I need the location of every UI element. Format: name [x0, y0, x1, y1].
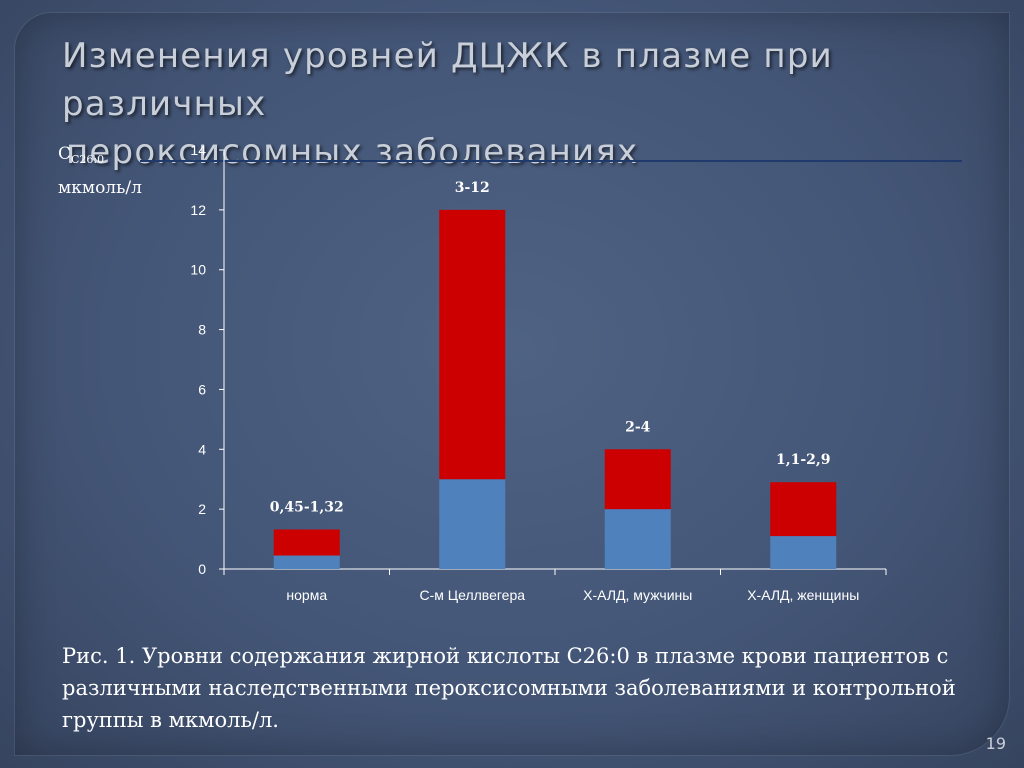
y-tick-label: 0	[198, 561, 206, 577]
bar-lower-segment	[273, 555, 340, 569]
bar-data-label: 0,45-1,32	[270, 499, 344, 515]
bar-lower-segment	[604, 509, 671, 569]
slide-frame	[14, 12, 1010, 756]
y-tick-label: 10	[190, 262, 206, 278]
y-tick-label: 14	[190, 142, 206, 158]
bar-upper-segment	[770, 482, 837, 537]
bar-data-label: 3-12	[455, 180, 490, 196]
bar-lower-segment	[439, 479, 506, 569]
category-label: норма	[286, 587, 327, 603]
bar-data-label: 1,1-2,9	[776, 452, 831, 468]
page-number: 19	[985, 734, 1006, 753]
y-axis-label-sub: С26:0	[71, 153, 105, 166]
bar-lower-segment	[770, 536, 837, 569]
category-label: Х-АЛД, женщины	[747, 587, 859, 603]
title-line-1: Изменения уровней ДЦЖК в плазме при разл…	[62, 36, 833, 124]
category-label: Х-АЛД, мужчины	[583, 587, 692, 603]
y-axis-label-main: С	[58, 144, 72, 164]
y-tick-label: 4	[198, 441, 206, 457]
y-axis-label: СС26:0 мкмоль/л	[58, 140, 142, 202]
bar-upper-segment	[273, 529, 340, 556]
title-line-2: пероксисомных заболеваниях	[66, 132, 639, 172]
category-label: С-м Целлвегера	[419, 587, 525, 603]
y-tick-label: 6	[198, 381, 206, 397]
bar-data-label: 2-4	[625, 419, 651, 435]
y-tick-label: 8	[198, 322, 206, 338]
y-tick-label: 2	[198, 501, 206, 517]
y-tick-label: 12	[190, 202, 206, 218]
bar-upper-segment	[439, 209, 506, 480]
y-axis-label-unit: мкмоль/л	[58, 178, 142, 198]
slide-title: Изменения уровней ДЦЖК в плазме при разл…	[62, 32, 1012, 176]
figure-caption: Рис. 1. Уровни содержания жирной кислоты…	[62, 644, 956, 732]
bar-upper-segment	[604, 449, 671, 510]
